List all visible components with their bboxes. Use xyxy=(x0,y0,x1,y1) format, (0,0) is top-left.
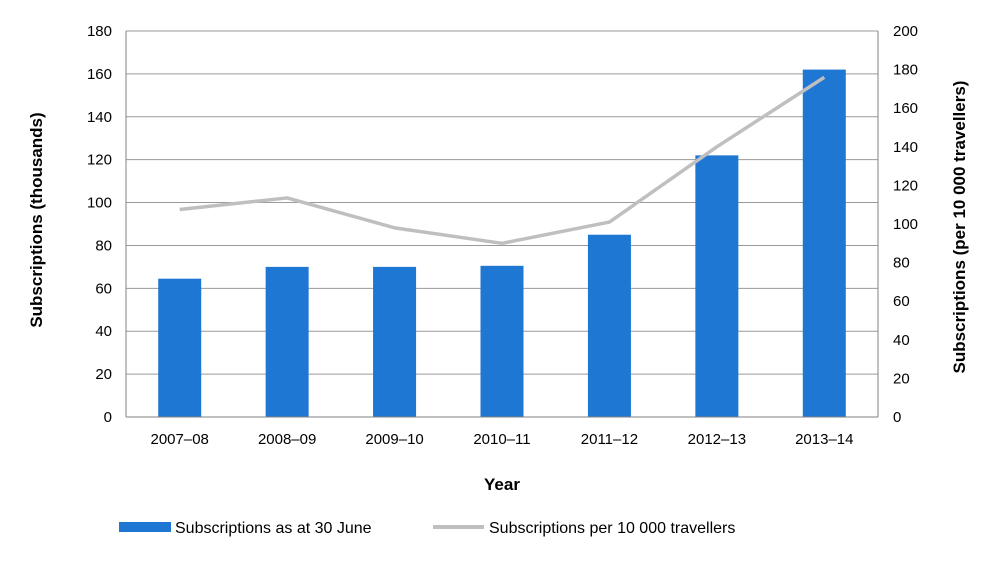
line-series xyxy=(179,75,826,246)
y2-tick-label: 100 xyxy=(893,216,918,233)
bar-series xyxy=(158,69,846,417)
x-tick-label: 2009–10 xyxy=(365,431,423,448)
y2-axis-title: Subscriptions (per 10 000 travellers) xyxy=(950,81,969,374)
y-tick-label: 140 xyxy=(87,109,112,126)
x-tick-label: 2010–11 xyxy=(473,431,530,448)
y2-tick-label: 40 xyxy=(893,332,910,349)
bar xyxy=(802,69,846,417)
y-axis-ticks: 0 20 40 60 80 100 120 140 160 180 xyxy=(87,23,112,426)
y-tick-label: 40 xyxy=(95,323,112,340)
y2-tick-label: 140 xyxy=(893,139,918,156)
series-line xyxy=(179,75,826,246)
bar xyxy=(265,266,309,417)
y2-tick-label: 20 xyxy=(893,370,910,387)
axes xyxy=(125,31,879,418)
legend-label-line: Subscriptions per 10 000 travellers xyxy=(489,520,735,537)
bar xyxy=(695,155,739,417)
y2-tick-label: 200 xyxy=(893,23,918,40)
x-tick-label: 2008–09 xyxy=(258,431,316,448)
legend: Subscriptions as at 30 June Subscription… xyxy=(119,520,735,537)
bar xyxy=(587,234,631,417)
y-tick-label: 180 xyxy=(87,23,112,40)
bar xyxy=(158,278,202,417)
y2-tick-label: 160 xyxy=(893,100,918,117)
y2-axis-ticks: 0 20 40 60 80 100 120 140 160 180 200 xyxy=(893,23,918,426)
y-tick-label: 160 xyxy=(87,66,112,83)
y2-tick-label: 180 xyxy=(893,62,918,79)
legend-swatch-bar xyxy=(119,522,171,532)
x-axis-title: Year xyxy=(484,475,520,494)
y-tick-label: 120 xyxy=(87,152,112,169)
x-tick-label: 2013–14 xyxy=(795,431,853,448)
y2-tick-label: 120 xyxy=(893,177,918,194)
x-tick-label: 2007–08 xyxy=(151,431,209,448)
x-axis-ticks: 2007–08 2008–09 2009–10 2010–11 2011–12 2012–… xyxy=(151,431,854,448)
y2-tick-label: 0 xyxy=(893,409,901,426)
y-axis-title: Subscriptions (thousands) xyxy=(27,112,46,327)
y2-tick-label: 80 xyxy=(893,255,910,272)
y-tick-label: 0 xyxy=(104,409,112,426)
x-tick-label: 2012–13 xyxy=(688,431,746,448)
y-tick-label: 20 xyxy=(95,366,112,383)
y2-tick-label: 60 xyxy=(893,293,910,310)
bar xyxy=(480,265,524,417)
legend-label-bar: Subscriptions as at 30 June xyxy=(175,520,372,537)
x-tick-label: 2011–12 xyxy=(581,431,638,448)
bar xyxy=(373,266,417,417)
y-tick-label: 80 xyxy=(95,237,112,254)
y-tick-label: 100 xyxy=(87,195,112,212)
y-tick-label: 60 xyxy=(95,280,112,297)
